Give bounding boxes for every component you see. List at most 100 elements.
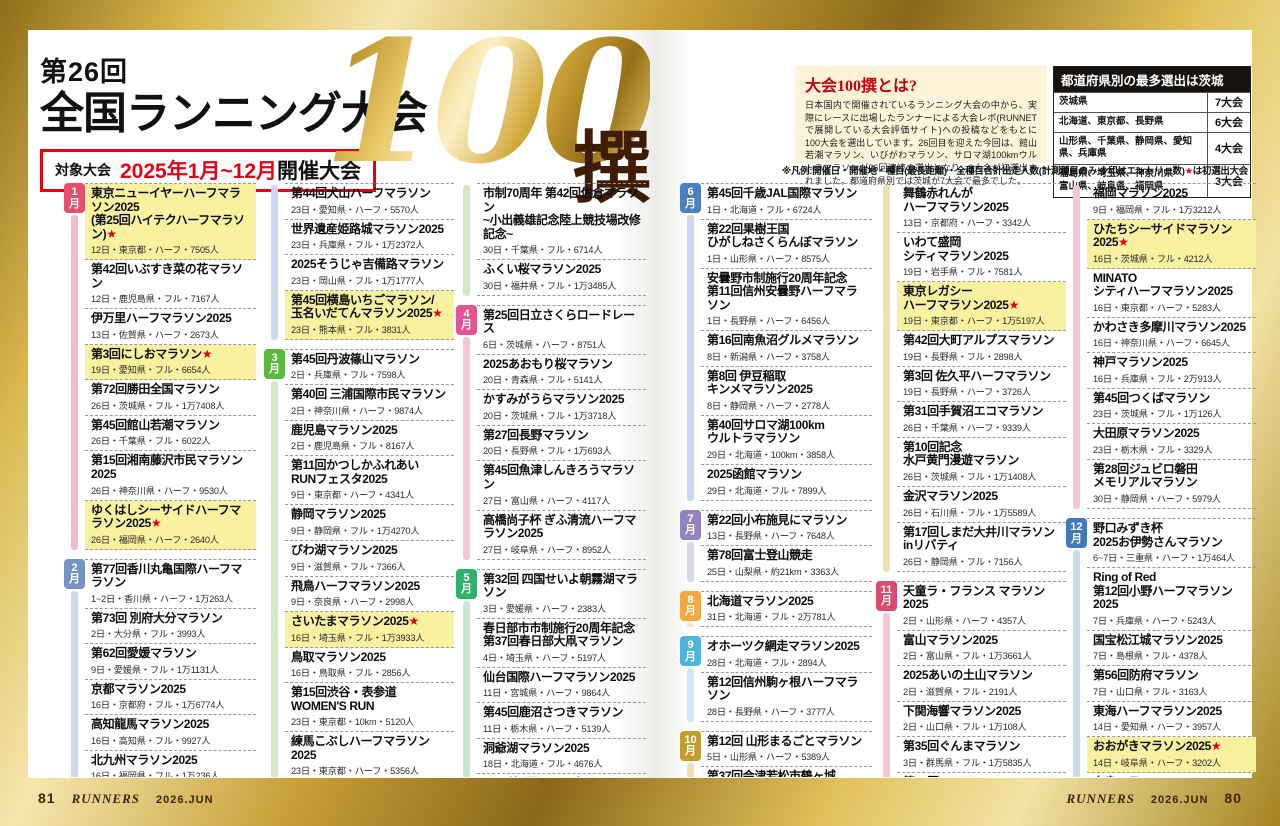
event-detail: 7日・島根県・フル・4378人	[1093, 651, 1208, 662]
event-detail: 26日・神奈川県・ハーフ・9530人	[91, 485, 228, 496]
event-list: 第45回千歳JAL国際マラソン 1日・北海道・フル・6724人 第22回果樹王国 ひ…	[701, 183, 872, 501]
event-detail: 14日・岐阜県・ハーフ・3202人	[1093, 757, 1221, 768]
title-block: 第26回 全国ランニング大会 対象大会 2025年1月~12月開催大会	[40, 50, 428, 193]
month-strip	[463, 336, 470, 560]
event-entry: 第45回横島いちごマラソン/ 玉名いだてんマラソン2025★ 23日・熊本県・フル…	[285, 290, 454, 340]
event-entry: 東京レガシー ハーフマラソン2025★ 19日・東京都・ハーフ・1万5197人	[897, 282, 1066, 332]
event-title: 2025そうじゃ吉備路マラソン	[291, 257, 444, 272]
event-title: 仙台国際ハーフマラソン2025	[483, 669, 635, 684]
event-detail: 23日・栃木県・フル・3329人	[1093, 444, 1213, 455]
event-entry: 大田原マラソン2025 23日・栃木県・フル・3329人	[1087, 424, 1256, 460]
month-rail	[876, 183, 897, 572]
event-entry: かすみがうらマラソン2025 20日・茨城県・フル・1万3718人	[477, 390, 646, 426]
event-detail: 1日・北海道・フル・6724人	[707, 204, 822, 215]
event-detail: 26日・千葉県・フル・6022人	[91, 436, 211, 447]
event-entry: 北九州マラソン2025 16日・福岡県・フル・1万236人	[85, 751, 256, 777]
event-title: 東京ニューイヤーハーフマラソン2025 (第25回ハイテクハーフマラソン)★	[91, 186, 245, 241]
prefecture-count: 7大会	[1207, 93, 1250, 112]
event-title: 大田原マラソン2025	[1093, 426, 1200, 441]
month-section: 4 月第25回日立さくらロードレース 6日・茨城県・ハーフ・8751人 2025あおも…	[456, 304, 646, 560]
event-detail: 16日・茨城県・フル・4212人	[1093, 253, 1213, 264]
month-section: 第44回犬山ハーフマラソン 23日・愛知県・ハーフ・5570人 世界遺産姫路城マラソ…	[264, 183, 454, 340]
page-title: 全国ランニング大会	[40, 89, 428, 138]
event-detail: 28日・長野県・ハーフ・3777人	[707, 706, 835, 717]
event-detail: 19日・愛知県・フル・6654人	[91, 365, 211, 376]
event-title: 第31回手賀沼エコマラソン	[903, 404, 1044, 419]
event-title: 2025函館マラソン	[707, 467, 802, 482]
month-strip	[687, 541, 694, 582]
event-entry: 神戸マラソン2025 16日・兵庫県・フル・2万913人	[1087, 353, 1256, 389]
month-strip	[687, 762, 694, 777]
event-entry: 第11回かつしかふれあい RUNフェスタ2025 9日・東京都・ハーフ・4341人	[285, 456, 454, 506]
event-detail: 23日・茨城県・フル・1万126人	[1093, 409, 1222, 420]
first-selection-star-icon: ★	[106, 226, 117, 241]
event-entry: 第8回 伊豆稲取 キンメマラソン2025 8日・静岡県・ハーフ・2778人	[701, 367, 872, 416]
event-title: 第32回 四国せいよ朝霧湖マラソン	[483, 571, 638, 600]
event-entry: ゆくはしシーサイドハーフマラソン2025★ 26日・福岡県・ハーフ・2640人	[85, 500, 256, 550]
event-detail: 19日・東京都・ハーフ・1万5197人	[903, 316, 1045, 327]
event-detail: 2日・大分県・フル・3993人	[91, 629, 206, 640]
event-entry: 第62回愛媛マラソン 9日・愛媛県・フル・1万1131人	[85, 644, 256, 680]
event-detail: 30日・千葉県・フル・6714人	[483, 245, 603, 256]
event-entry: 第40回サロマ湖100km ウルトラマラソン 29日・北海道・100km・3858…	[701, 416, 872, 466]
event-title: 国宝松江城マラソン2025	[1093, 632, 1223, 647]
event-entry: 野口みずき杯 2025お伊勢さんマラソン 6~7日・三重県・ハーフ・1万464人	[1087, 519, 1256, 569]
event-entry: びわ湖マラソン2025 9日・滋賀県・フル・7366人	[285, 541, 454, 577]
event-list: 東京ニューイヤーハーフマラソン2025 (第25回ハイテクハーフマラソン)★ 12…	[85, 183, 256, 550]
event-detail: 26日・茨城県・フル・1万1408人	[903, 472, 1037, 483]
event-entry: 第10回記念 水戸黄門漫遊マラソン 26日・茨城県・フル・1万1408人	[897, 438, 1066, 488]
event-entry: 第15回湘南藤沢市民マラソン2025 26日・神奈川県・ハーフ・9530人	[85, 451, 256, 501]
month-section: 2 月第77回香川丸亀国際ハーフマラソン 1~2日・香川県・ハーフ・1万263人 第7…	[64, 558, 256, 777]
month-rail: 10 月	[680, 730, 701, 777]
event-entry: 2025あおもり桜マラソン 20日・青森県・フル・5141人	[477, 355, 646, 391]
event-entry: オホーツク網走マラソン2025 28日・北海道・フル・2894人	[701, 637, 872, 673]
event-entry: 2025そうじゃ吉備路マラソン 23日・岡山県・フル・1万1777人	[285, 255, 454, 291]
about-box: 大会100撰とは? 日本国内で開催されているランニング大会の中から、実際にレース…	[795, 66, 1047, 186]
event-entry: 第27回長野マラソン 20日・長野県・フル・1万693人	[477, 426, 646, 462]
event-title: 第45回つくばマラソン	[1093, 390, 1210, 405]
event-entry: 第16回南魚沼グルメマラソン 8日・新潟県・ハーフ・3758人	[701, 331, 872, 367]
month-rail	[264, 183, 285, 340]
event-entry: おおがきマラソン2025★ 14日・岐阜県・ハーフ・3202人	[1087, 737, 1256, 773]
month-strip	[463, 185, 470, 296]
event-title: 安曇野市制施行20周年記念 第11回信州安曇野ハーフマラソン	[707, 270, 858, 312]
target-period: 2025年1月~12月	[120, 160, 278, 184]
event-list: 第25回日立さくらロードレース 6日・茨城県・ハーフ・8751人 2025あおもり桜…	[477, 304, 646, 560]
event-title: いわて盛岡 シティマラソン2025	[903, 235, 1009, 263]
month-strip	[271, 185, 278, 340]
event-entry: 第40回 三浦国際市民マラソン 2日・神奈川県・ハーフ・9874人	[285, 385, 454, 421]
event-detail: 13日・京都府・ハーフ・3342人	[903, 218, 1031, 229]
event-title: 第17回しまだ大井川マラソン inリバティ	[903, 524, 1055, 553]
event-entry: 第42回いぶすき菜の花マラソン 12日・鹿児島県・フル・7167人	[85, 260, 256, 310]
footer-right: RUNNERS 2026.JUN 80	[1066, 790, 1242, 807]
prefecture-row: 茨城県 7大会	[1054, 92, 1250, 112]
event-entry: 第37回会津若松市鶴ヶ城 ハーフマラソン5日・福島県・ハーフ・8065人※	[701, 767, 872, 777]
event-detail: 12日・東京都・ハーフ・7505人	[91, 245, 219, 256]
event-detail: 19日・岩手県・フル・7581人	[903, 267, 1023, 278]
event-title: 鹿児島マラソン2025	[291, 422, 398, 437]
event-detail: 26日・静岡県・フル・7156人	[903, 556, 1023, 567]
event-title: 高橋尚子杯 ぎふ清流ハーフマラソン2025	[483, 512, 637, 541]
month-rail: 11 月	[876, 580, 897, 777]
event-entry: 高知龍馬マラソン2025 16日・高知県・フル・9927人	[85, 715, 256, 751]
footer-band: 81 RUNNERS 2026.JUN RUNNERS 2026.JUN 80	[0, 778, 1280, 826]
event-detail: 8日・新潟県・ハーフ・3758人	[707, 351, 830, 362]
event-entry: 国宝松江城マラソン2025 7日・島根県・フル・4378人	[1087, 631, 1256, 667]
first-selection-star-icon: ★	[1210, 739, 1222, 754]
event-title: 第45回館山若潮マラソン	[91, 417, 220, 432]
event-detail: 14日・愛知県・ハーフ・3957人	[1093, 722, 1221, 733]
event-title: 第10回記念 水戸黄門漫遊マラソン	[903, 439, 1020, 468]
event-list: 天童ラ・フランス マラソン2025 2日・山形県・ハーフ・4357人 富山マラソン2…	[897, 580, 1066, 777]
event-title: 第15回渋谷・表参道 WOMEN'S RUN	[291, 685, 397, 713]
event-entry: 京都マラソン2025 16日・京都府・フル・1万6774人	[85, 680, 256, 716]
event-title: 第28回ジュビロ磐田 メモリアルマラソン	[1093, 461, 1198, 490]
month-rail	[1066, 183, 1087, 510]
event-entry: 第32回 四国せいよ朝霧湖マラソン 3日・愛媛県・ハーフ・2383人	[477, 570, 646, 619]
event-detail: 19日・長野県・ハーフ・3726人	[903, 387, 1031, 398]
event-title: 第37回会津若松市鶴ヶ城 ハーフマラソン	[707, 769, 836, 777]
event-entry: 第22回果樹王国 ひがしねさくらんぼマラソン 1日・山形県・ハーフ・8575人	[701, 220, 872, 269]
